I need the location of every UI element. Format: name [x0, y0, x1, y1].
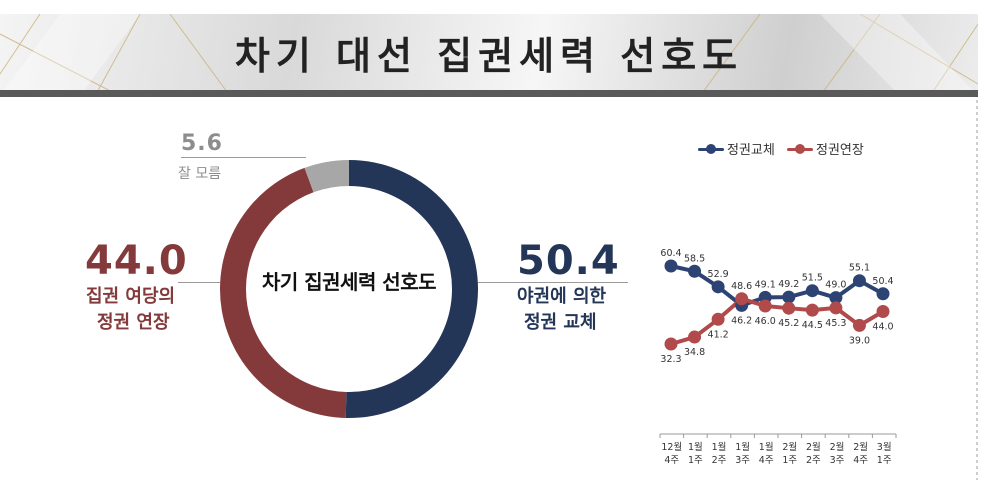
slice-name-unknown: 잘 모름 [178, 166, 222, 182]
series-change-data-label: 49.1 [755, 279, 776, 290]
slice-name-change-2: 정권 교체 [524, 312, 597, 333]
series-extend-data-label: 45.3 [825, 318, 846, 329]
legend-marker-extend [787, 143, 813, 154]
title-banner [0, 14, 978, 96]
slice-value-extend: 44.0 [85, 238, 188, 284]
x-tick-label: 2월 4주 [853, 441, 868, 466]
series-change-data-label: 51.5 [802, 273, 823, 284]
donut-slice-change [345, 159, 479, 418]
page-title: 차기 대선 집권세력 선호도 [234, 33, 744, 78]
series-change-point [688, 264, 702, 278]
x-tick-label: 2월 3주 [830, 441, 845, 466]
series-extend-data-label: 34.8 [684, 347, 705, 358]
series-extend-data-label: 39.0 [849, 335, 870, 346]
x-tick-label: 2월 2주 [806, 441, 821, 466]
leader-change [478, 282, 628, 283]
series-extend-data-label: 48.6 [731, 281, 752, 292]
slice-value-unknown: 5.6 [181, 131, 223, 156]
slice-name-change-1: 야권에 의한 [517, 286, 607, 307]
series-change-point [852, 274, 866, 288]
series-change-line [670, 264, 884, 308]
legend-label-extend: 정권연장 [816, 143, 864, 158]
slice-name-extend-2: 정권 연장 [97, 312, 170, 333]
x-tick-label: 1월 3주 [735, 441, 750, 466]
legend-marker-change [698, 143, 724, 154]
series-extend-data-label: 41.2 [708, 329, 729, 340]
series-change-data-label: 46.2 [731, 315, 752, 326]
series-change-data-label: 49.0 [825, 280, 846, 291]
x-tick-label: 3월 1주 [877, 441, 892, 466]
series-change-data-label: 52.9 [708, 269, 729, 280]
legend-label-change: 정권교체 [727, 143, 775, 158]
series-extend-point [876, 305, 890, 319]
leader-unknown [181, 157, 306, 158]
series-extend-point [829, 301, 843, 315]
slice-value-change: 50.4 [517, 238, 620, 284]
legend-item-extend: 정권연장 [787, 139, 864, 158]
series-extend-point [782, 301, 796, 315]
series-change-point [664, 259, 678, 273]
edge-divider [976, 100, 978, 480]
banner-underline [0, 90, 978, 97]
series-extend-data-label: 44.0 [872, 322, 893, 333]
legend-item-change: 정권교체 [698, 139, 775, 158]
series-change-data-label: 58.5 [684, 253, 705, 264]
banner-decoration [0, 14, 978, 96]
series-change-data-label: 55.1 [849, 263, 870, 274]
series-change-point [782, 290, 796, 304]
series-change-point [876, 287, 890, 301]
series-extend-data-label: 45.2 [778, 318, 799, 329]
series-change-point [805, 284, 819, 298]
series-extend-line [670, 296, 885, 346]
series-extend-point [735, 292, 749, 306]
series-extend-data-label: 32.3 [660, 354, 681, 365]
series-change-point [711, 280, 725, 294]
series-extend-point [852, 318, 866, 332]
donut-center-label: 차기 집권세력 선호도 [261, 270, 437, 294]
series-extend-data-label: 44.5 [802, 320, 823, 331]
donut-slice-extend [220, 167, 347, 418]
x-tick-label: 2월 1주 [782, 441, 797, 466]
series-change-data-label: 49.2 [778, 279, 799, 290]
leader-extend [178, 282, 220, 283]
x-tick-label: 1월 2주 [712, 441, 727, 466]
series-change-data-label: 60.4 [660, 248, 681, 259]
x-tick-label: 12월 4주 [661, 441, 682, 466]
series-change-point [829, 291, 843, 305]
series-extend-point [664, 337, 678, 351]
series-extend-point [688, 330, 702, 344]
series-extend-point [711, 312, 725, 326]
series-extend-data-label: 46.0 [755, 316, 776, 327]
series-extend-point [805, 303, 819, 317]
series-extend-point [758, 299, 772, 313]
slice-name-extend-1: 집권 여당의 [86, 286, 176, 307]
x-tick-label: 1월 1주 [688, 441, 703, 466]
x-tick-label: 1월 4주 [759, 441, 774, 466]
donut-slice-unknown [304, 160, 349, 193]
series-change-data-label: 50.4 [872, 276, 893, 287]
